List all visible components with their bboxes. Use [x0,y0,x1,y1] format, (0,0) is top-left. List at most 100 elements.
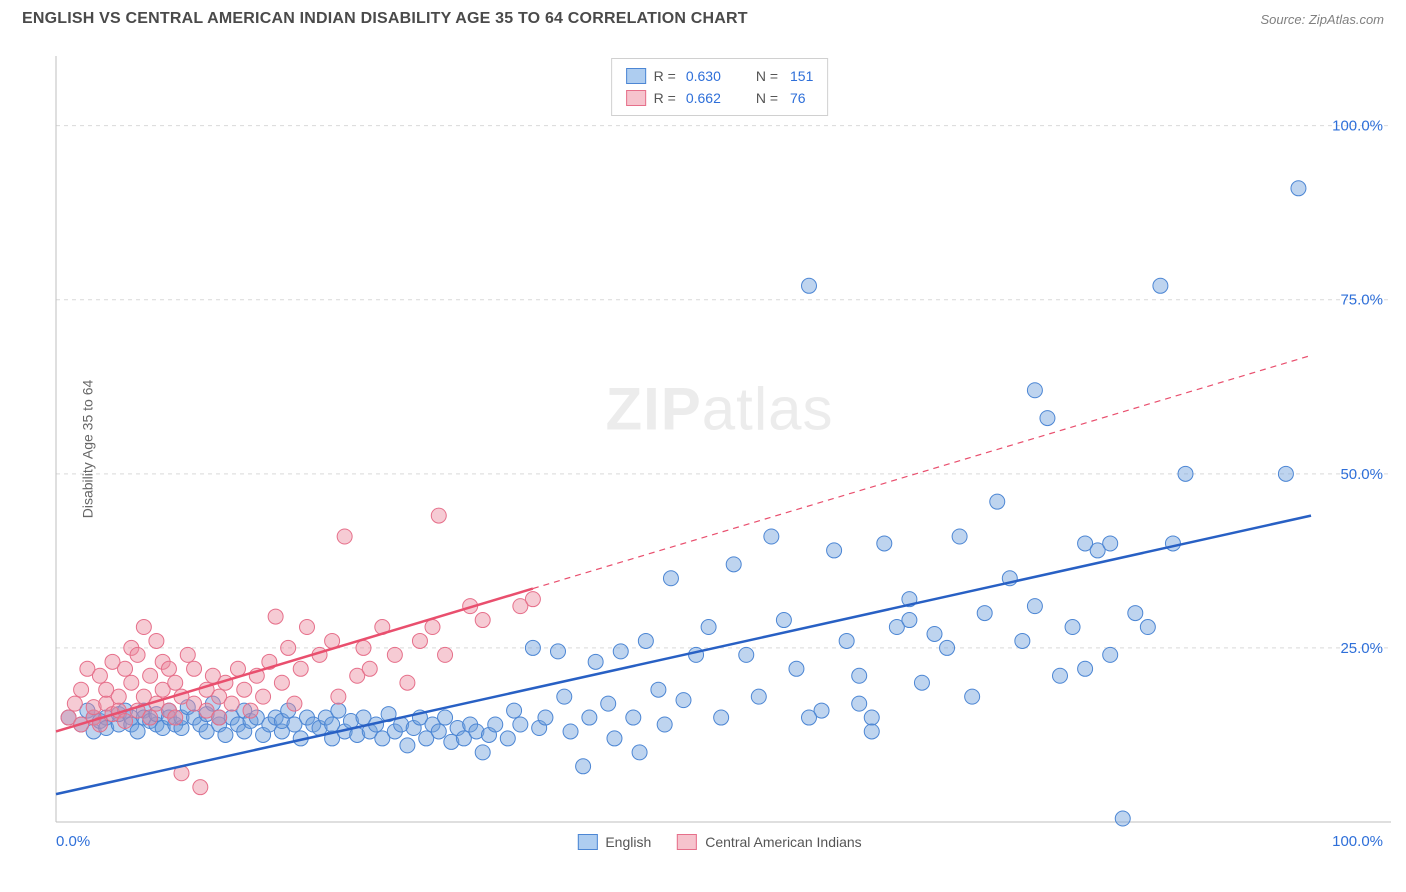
data-point [412,633,427,648]
legend-row: R =0.662N =76 [626,87,814,109]
data-point [802,710,817,725]
data-point [168,675,183,690]
data-point [1027,383,1042,398]
data-point [864,724,879,739]
data-point [218,727,233,742]
legend-item: Central American Indians [677,834,861,850]
data-point [488,717,503,732]
legend-r-value: 0.630 [686,65,734,87]
data-point [914,675,929,690]
data-point [1053,668,1068,683]
data-point [256,689,271,704]
data-point [802,278,817,293]
data-point [387,647,402,662]
data-point [1278,466,1293,481]
data-point [864,710,879,725]
data-point [1115,811,1130,826]
data-point [601,696,616,711]
data-point [224,696,239,711]
data-point [268,609,283,624]
data-point [168,710,183,725]
data-point [651,682,666,697]
data-point [726,557,741,572]
data-point [1065,620,1080,635]
y-tick-label: 25.0% [1340,640,1383,657]
x-axis-max-label: 100.0% [1332,833,1383,850]
data-point [977,606,992,621]
data-point [751,689,766,704]
data-point [1027,599,1042,614]
data-point [431,508,446,523]
data-point [513,717,528,732]
data-point [764,529,779,544]
data-point [118,714,133,729]
data-point [1040,411,1055,426]
data-point [701,620,716,635]
chart-title: ENGLISH VS CENTRAL AMERICAN INDIAN DISAB… [22,10,748,28]
data-point [638,633,653,648]
data-point [1078,661,1093,676]
data-point [67,696,82,711]
data-point [130,647,145,662]
data-point [111,689,126,704]
data-point [626,710,641,725]
legend-r-label: R = [654,65,676,87]
data-point [588,654,603,669]
legend-swatch [626,90,646,106]
legend-correlation: R =0.630N =151R =0.662N =76 [611,58,829,116]
data-point [438,647,453,662]
data-point [952,529,967,544]
y-tick-label: 75.0% [1340,292,1383,309]
data-point [852,668,867,683]
data-point [776,613,791,628]
data-point [965,689,980,704]
data-point [839,633,854,648]
data-point [927,626,942,641]
chart-source: Source: ZipAtlas.com [1260,12,1384,27]
data-point [557,689,572,704]
data-point [431,724,446,739]
data-point [525,640,540,655]
scatter-chart: 25.0%50.0%75.0%100.0% [48,48,1391,850]
legend-row: R =0.630N =151 [626,65,814,87]
legend-n-value: 76 [790,87,806,109]
data-point [438,710,453,725]
data-point [293,661,308,676]
data-point [657,717,672,732]
data-point [827,543,842,558]
data-point [563,724,578,739]
data-point [990,494,1005,509]
data-point [632,745,647,760]
data-point [425,620,440,635]
data-point [180,647,195,662]
data-point [187,661,202,676]
data-point [281,640,296,655]
data-point [676,693,691,708]
data-point [287,696,302,711]
data-point [74,682,89,697]
legend-n-label: N = [756,87,778,109]
data-point [1178,466,1193,481]
data-point [362,661,377,676]
data-point [689,647,704,662]
data-point [1103,536,1118,551]
data-point [331,689,346,704]
data-point [613,644,628,659]
data-point [475,745,490,760]
legend-n-value: 151 [790,65,813,87]
data-point [475,613,490,628]
data-point [940,640,955,655]
data-point [337,529,352,544]
data-point [902,613,917,628]
y-tick-label: 100.0% [1332,118,1383,135]
data-point [789,661,804,676]
data-point [193,780,208,795]
data-point [582,710,597,725]
data-point [1103,647,1118,662]
legend-r-value: 0.662 [686,87,734,109]
data-point [1153,278,1168,293]
data-point [212,710,227,725]
x-axis-min-label: 0.0% [56,833,90,850]
data-point [576,759,591,774]
data-point [130,724,145,739]
